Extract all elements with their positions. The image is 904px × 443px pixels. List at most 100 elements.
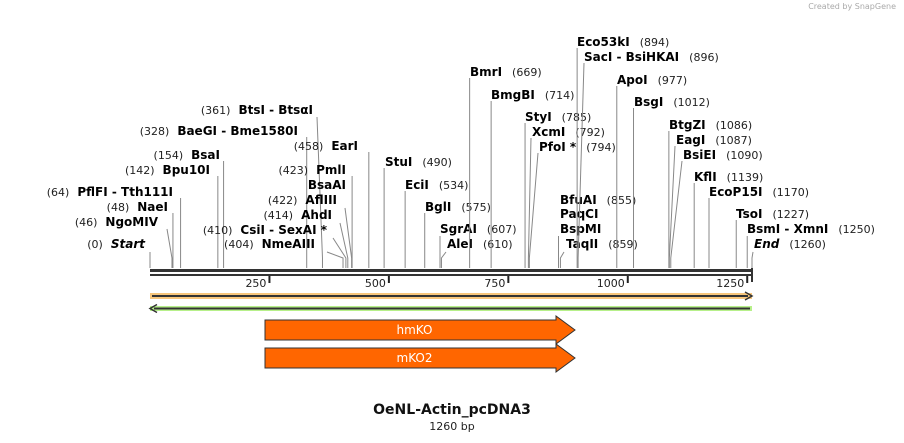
restriction-site[interactable]: BtgZI (1086) [668, 118, 752, 268]
restriction-site[interactable]: (423) PmlI [279, 163, 353, 268]
restriction-site[interactable]: End (1260) [751, 237, 826, 268]
restriction-site[interactable]: (64) PflFI - Tth111I [47, 185, 182, 268]
restriction-site[interactable]: (404) NmeAIII [224, 237, 344, 268]
enzyme-name: BsaI [191, 148, 220, 162]
restriction-site[interactable]: KflI (1139) [693, 170, 763, 268]
site-label[interactable]: StyI (785) [525, 110, 591, 124]
site-label[interactable]: (414) AhdI [264, 208, 332, 222]
site-position: (894) [640, 36, 670, 49]
restriction-site[interactable]: BfuAI (855) [558, 193, 637, 268]
site-label[interactable]: EagI (1087) [676, 133, 752, 147]
restriction-site[interactable]: SgrAI (607) [439, 222, 517, 268]
site-label[interactable]: BglI (575) [425, 200, 491, 214]
site-label[interactable]: (328) BaeGI - Bme1580I [140, 124, 298, 138]
restriction-site[interactable]: (458) EarI [294, 139, 370, 268]
site-label[interactable]: (422) AflIII [268, 193, 337, 207]
restriction-site[interactable]: BsaAI [308, 178, 346, 192]
restriction-site[interactable]: BmrI (669) [469, 65, 542, 268]
site-label[interactable]: AleI (610) [447, 237, 513, 251]
site-label[interactable]: EciI (534) [405, 178, 468, 192]
site-label[interactable]: (154) BsaI [154, 148, 220, 162]
feature-hmko[interactable]: hmKO [264, 315, 576, 345]
restriction-site[interactable]: (48) NaeI [107, 200, 174, 268]
site-label[interactable]: EcoP15I (1170) [709, 185, 809, 199]
restriction-site[interactable]: (361) BtsI - BtsαI [201, 103, 323, 268]
site-label[interactable]: SgrAI (607) [440, 222, 517, 236]
site-label[interactable]: (142) Bpu10I [125, 163, 210, 177]
site-label[interactable]: (361) BtsI - BtsαI [201, 103, 313, 117]
restriction-site[interactable]: Eco53kI (894) [576, 35, 669, 268]
feature-mko2[interactable]: mKO2 [264, 343, 576, 373]
site-label[interactable]: BtgZI (1086) [669, 118, 752, 132]
site-label[interactable]: TaqII (859) [566, 237, 638, 251]
restriction-site[interactable]: BsiEI (1090) [670, 148, 763, 268]
feature-arrow[interactable] [264, 343, 576, 373]
site-label[interactable]: (404) NmeAIII [224, 237, 315, 251]
restriction-site[interactable]: PfoI * (794) [528, 140, 616, 268]
site-label[interactable]: SacI - BsiHKAI (896) [584, 50, 719, 64]
restriction-site[interactable]: BsgI (1012) [633, 95, 710, 268]
site-label[interactable]: BsgI (1012) [634, 95, 710, 109]
site-label[interactable]: (46) NgoMIV [75, 215, 159, 229]
site-label[interactable]: (458) EarI [294, 139, 358, 153]
restriction-site[interactable]: BspMI [560, 222, 601, 236]
restriction-site[interactable]: EcoP15I (1170) [708, 185, 809, 268]
site-label[interactable]: BfuAI (855) [560, 193, 636, 207]
restriction-site[interactable]: BglI (575) [424, 200, 491, 268]
site-label[interactable]: (0) Start [87, 237, 146, 251]
site-label[interactable]: (48) NaeI [107, 200, 168, 214]
restriction-site[interactable]: BmgBI (714) [490, 88, 574, 268]
site-label[interactable]: BspMI [560, 222, 601, 236]
site-label[interactable]: (410) CsiI - SexAI * [203, 223, 328, 237]
restriction-site[interactable]: SacI - BsiHKAI (896) [577, 50, 719, 268]
restriction-site[interactable]: XcmI (792) [527, 125, 605, 268]
restriction-site[interactable]: (414) AhdI [264, 208, 349, 268]
restriction-site[interactable]: StyI (785) [524, 110, 591, 268]
site-position: (458) [294, 140, 324, 153]
map-title: OeNL-Actin_pcDNA3 [373, 402, 531, 418]
cut-site-leader [440, 251, 447, 268]
restriction-site[interactable]: (142) Bpu10I [125, 163, 219, 268]
enzyme-name: KflI [694, 170, 717, 184]
restriction-site[interactable]: (46) NgoMIV [75, 215, 173, 268]
restriction-site[interactable]: EciI (534) [404, 178, 468, 268]
site-label[interactable]: End (1260) [754, 237, 826, 251]
enzyme-name: Start [111, 237, 146, 251]
site-label[interactable]: PfoI * (794) [539, 140, 616, 154]
enzyme-name: XcmI [532, 125, 565, 139]
enzyme-name: TsoI [736, 207, 762, 221]
site-label[interactable]: XcmI (792) [532, 125, 605, 139]
site-label[interactable]: BmgBI (714) [491, 88, 574, 102]
site-label[interactable]: ApoI (977) [617, 73, 687, 87]
restriction-site[interactable]: TaqII (859) [559, 237, 638, 268]
feature-label: mKO2 [397, 351, 433, 365]
site-label[interactable]: BmrI (669) [470, 65, 542, 79]
enzyme-name: BtgZI [669, 118, 706, 132]
restriction-site[interactable]: StuI (490) [383, 155, 452, 268]
restriction-site[interactable]: AleI (610) [440, 237, 513, 268]
restriction-site[interactable]: (422) AflIII [268, 193, 353, 268]
enzyme-name: BmrI [470, 65, 502, 79]
restriction-site[interactable]: (328) BaeGI - Bme1580I [140, 124, 308, 268]
site-label[interactable]: BsiEI (1090) [683, 148, 763, 162]
restriction-site[interactable]: (410) CsiI - SexAI * [203, 223, 347, 268]
restriction-site[interactable]: BsmI - XmnI (1250) [746, 222, 875, 268]
site-label[interactable]: TsoI (1227) [736, 207, 809, 221]
enzyme-name: Bpu10I [163, 163, 210, 177]
site-label[interactable]: BsaAI [308, 178, 346, 192]
site-label[interactable]: BsmI - XmnI (1250) [747, 222, 875, 236]
site-label[interactable]: StuI (490) [385, 155, 452, 169]
site-label[interactable]: (64) PflFI - Tth111I [47, 185, 173, 199]
site-label[interactable]: KflI (1139) [694, 170, 763, 184]
restriction-site[interactable]: TsoI (1227) [735, 207, 809, 268]
restriction-site[interactable]: (0) Start [87, 237, 151, 268]
site-label[interactable]: (423) PmlI [279, 163, 346, 177]
restriction-site[interactable]: EagI (1087) [668, 133, 752, 268]
site-position: (669) [512, 66, 542, 79]
restriction-site[interactable]: ApoI (977) [616, 73, 687, 268]
restriction-site[interactable]: (154) BsaI [154, 148, 225, 268]
feature-arrow[interactable] [264, 315, 576, 345]
ruler-tick-label: 250 [245, 277, 266, 290]
site-label[interactable]: Eco53kI (894) [577, 35, 669, 49]
enzyme-name: End [754, 237, 780, 251]
